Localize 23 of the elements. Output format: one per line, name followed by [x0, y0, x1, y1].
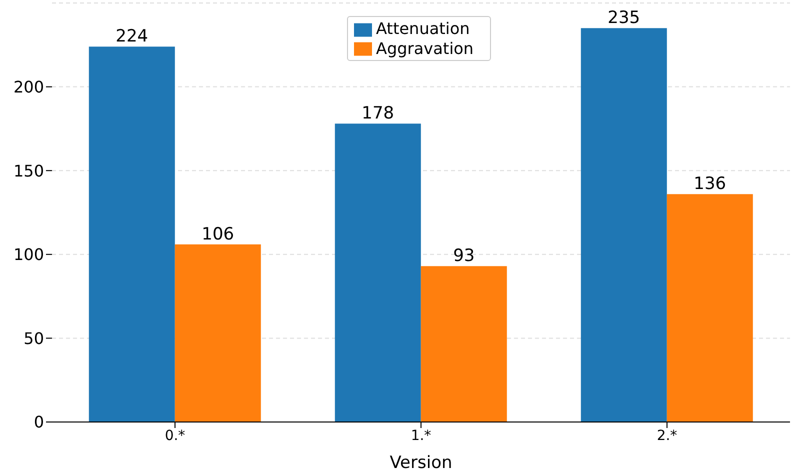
- data-label: 136: [694, 174, 726, 194]
- y-tick-label: 100: [13, 245, 44, 264]
- x-tick-label: 1.*: [410, 428, 432, 444]
- data-label: 178: [362, 104, 394, 124]
- data-label: 106: [202, 224, 234, 244]
- x-axis-title: Version: [390, 453, 452, 470]
- y-tick-label: 200: [13, 77, 44, 96]
- bar: [174, 244, 261, 422]
- data-label: 224: [116, 26, 148, 47]
- bar: [666, 194, 753, 422]
- bar: [420, 266, 507, 422]
- y-tick-label: 150: [13, 161, 44, 180]
- bar: [88, 46, 175, 422]
- y-tick-label: 0: [34, 412, 44, 432]
- legend-label: Attenuation: [376, 19, 470, 38]
- bar: [580, 28, 667, 422]
- legend-label: Aggravation: [376, 38, 474, 58]
- bar: [334, 124, 421, 422]
- y-tick-label: 50: [24, 328, 44, 348]
- x-tick-label: 0.*: [164, 428, 186, 444]
- data-label: 93: [453, 246, 475, 266]
- data-label: 235: [608, 8, 640, 28]
- x-tick-label: 2.*: [656, 428, 678, 444]
